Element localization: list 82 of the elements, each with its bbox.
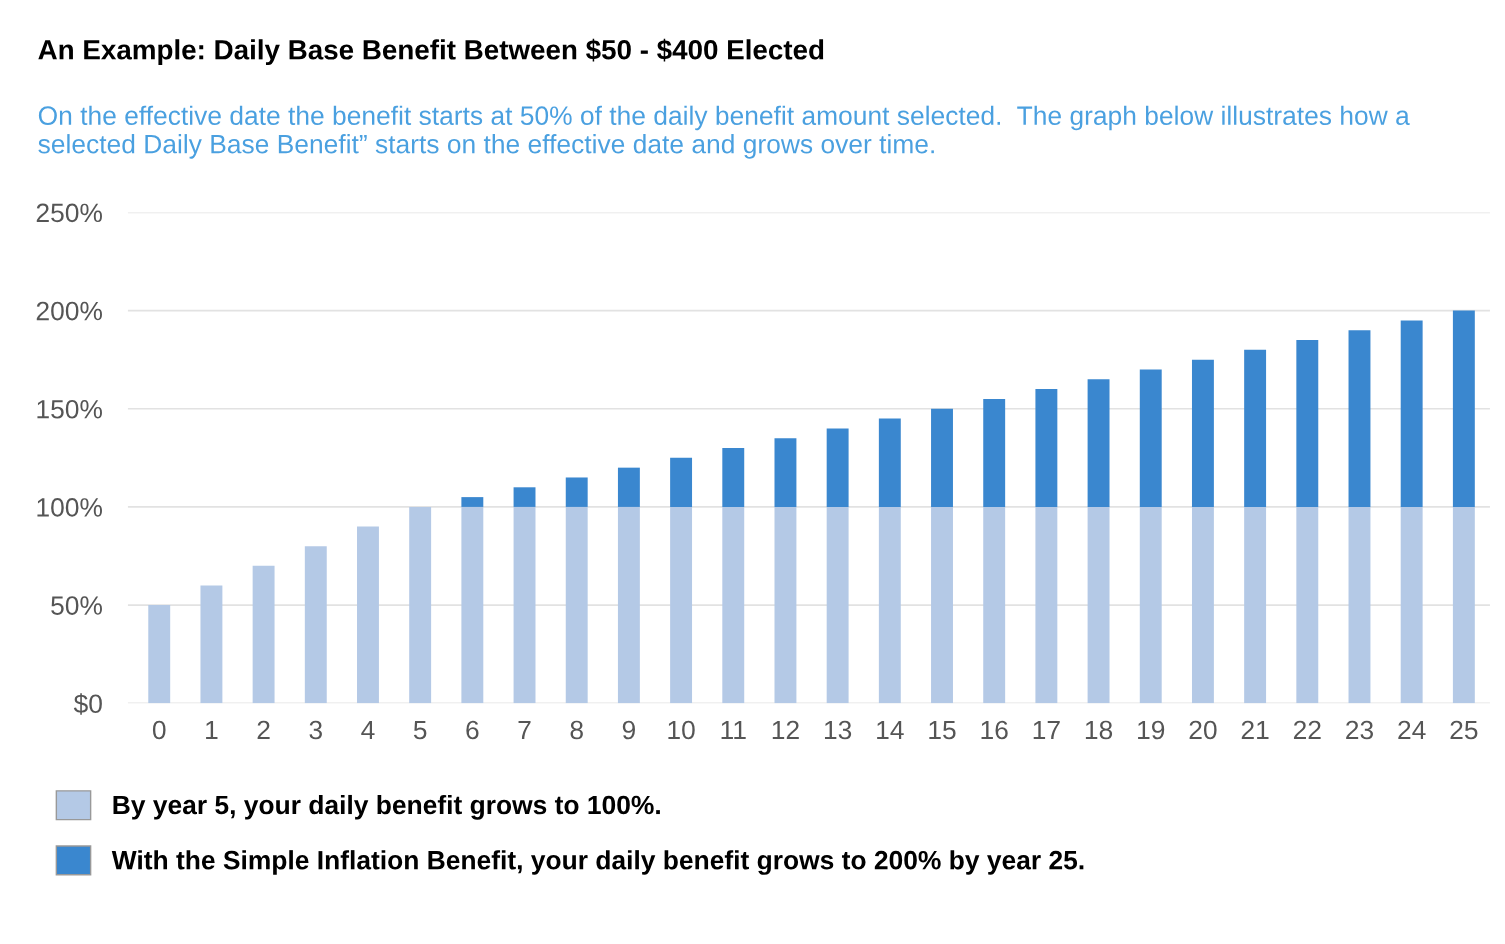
x-tick-label: 17 — [1033, 720, 1060, 740]
x-tick-label: 23 — [1346, 720, 1374, 740]
x-tick-label: 15 — [929, 720, 956, 740]
bar — [670, 506, 693, 704]
bar — [617, 506, 640, 704]
x-tick-label: 3 — [309, 720, 322, 740]
chart-subtitle: On the effective date the benefit starts at 50% of the daily benefit amount selected. The graph below illustrates how a selected Daily Base Benefit” starts on the effective date and grows over time. — [38, 105, 1410, 159]
bar — [1139, 506, 1162, 704]
bar — [148, 605, 171, 704]
x-tick-label: 0 — [152, 720, 166, 740]
bar — [826, 428, 849, 507]
bar — [774, 438, 797, 507]
y-tick-label: 100% — [37, 498, 102, 517]
bar — [1191, 359, 1214, 507]
bar — [826, 506, 849, 704]
bar — [670, 457, 693, 507]
bar — [1244, 506, 1267, 704]
x-tick-label: 20 — [1189, 720, 1217, 740]
bar — [1296, 340, 1319, 507]
bar — [1035, 506, 1058, 704]
y-tick-label: 250% — [36, 203, 102, 223]
y-tick-label: 200% — [36, 301, 102, 321]
bar — [1139, 369, 1162, 507]
legend-label: By year 5, your daily benefit grows to 100%. — [113, 794, 660, 820]
bar — [461, 506, 484, 704]
bar — [252, 565, 275, 704]
bar — [513, 506, 536, 704]
bar — [304, 546, 327, 704]
bar — [1348, 330, 1371, 507]
x-tick-label: 19 — [1138, 720, 1165, 740]
x-tick-label: 6 — [466, 720, 479, 740]
bar — [1244, 349, 1267, 507]
legend-label: With the Simple Inflation Benefit, your daily benefit grows to 200% by year 25. — [111, 850, 1084, 875]
x-tick-label: 1 — [206, 720, 218, 740]
bar — [461, 497, 484, 507]
x-tick-label: 7 — [518, 720, 531, 740]
bar — [878, 506, 901, 704]
y-tick-label: 150% — [37, 399, 102, 419]
bar — [1400, 506, 1423, 704]
bar — [931, 506, 953, 704]
x-tick-label: 24 — [1398, 720, 1426, 740]
bar — [983, 398, 1006, 507]
x-tick-label: 18 — [1085, 720, 1113, 740]
x-tick-label: 5 — [413, 720, 427, 740]
bar — [931, 408, 953, 507]
bar — [357, 526, 379, 704]
bar — [1296, 506, 1319, 704]
bar — [1452, 506, 1475, 704]
bar — [1348, 506, 1371, 704]
bar — [1400, 320, 1423, 507]
x-tick-label: 2 — [257, 720, 270, 740]
x-tick-label: 4 — [361, 720, 375, 740]
x-tick-label: 10 — [668, 720, 695, 740]
bar — [722, 506, 745, 704]
bar — [513, 487, 536, 507]
bar — [878, 418, 901, 507]
x-tick-label: 14 — [877, 720, 904, 740]
x-tick-label: 11 — [721, 720, 746, 740]
bar — [617, 467, 640, 507]
bar — [774, 506, 797, 704]
bar — [983, 506, 1006, 704]
bar — [565, 477, 588, 507]
bar — [409, 506, 432, 704]
bar — [565, 506, 588, 704]
bar — [722, 448, 745, 507]
bar — [1191, 506, 1214, 704]
bar — [200, 585, 223, 704]
bar — [1452, 310, 1475, 507]
x-tick-label: 8 — [570, 720, 583, 740]
y-tick-label: 50% — [51, 596, 102, 615]
x-tick-label: 22 — [1293, 720, 1321, 740]
x-tick-label: 9 — [622, 720, 635, 740]
chart-title: An Example: Daily Base Benefit Between $50 - $400 Elected — [38, 38, 824, 66]
x-tick-label: 16 — [981, 720, 1008, 740]
y-tick-label: $0 — [73, 693, 102, 715]
x-tick-label: 21 — [1241, 720, 1269, 740]
bar — [1035, 389, 1058, 507]
x-tick-label: 12 — [772, 720, 799, 740]
x-tick-label: 13 — [824, 720, 852, 740]
bar — [1087, 379, 1110, 507]
bar — [1087, 506, 1110, 704]
x-tick-label: 25 — [1450, 720, 1478, 740]
